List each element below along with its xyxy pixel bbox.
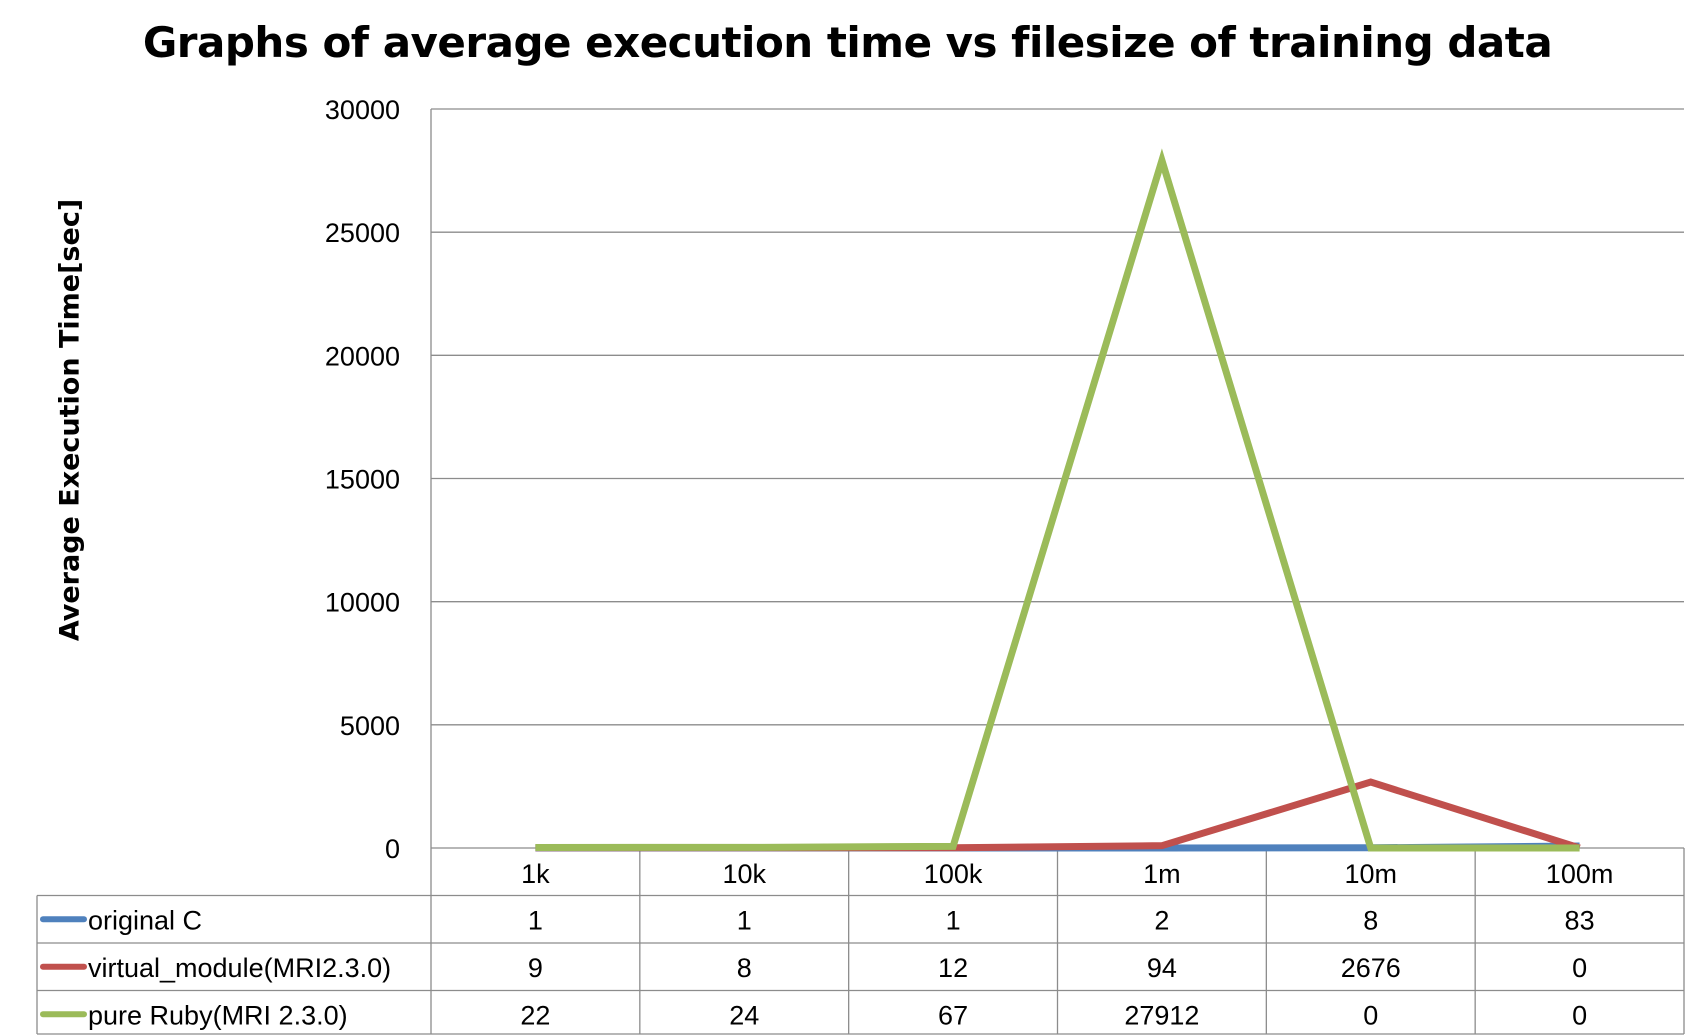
y-tick-label: 15000 xyxy=(325,465,400,495)
data-value-label: 8 xyxy=(1363,905,1378,935)
y-tick-label: 0 xyxy=(385,834,400,864)
data-value-label: 22 xyxy=(520,1000,550,1030)
data-value-label: 1 xyxy=(737,905,752,935)
y-tick-label: 5000 xyxy=(340,711,400,741)
data-value-label: 12 xyxy=(938,953,968,983)
x-category-label: 100k xyxy=(924,859,983,889)
chart-title: Graphs of average execution time vs file… xyxy=(142,18,1553,67)
y-tick-label: 20000 xyxy=(325,341,400,371)
y-tick-labels: 0 5000 10000 15000 20000 25000 30000 xyxy=(325,95,400,864)
x-category-label: 1m xyxy=(1143,859,1181,889)
legend-label: pure Ruby(MRI 2.3.0) xyxy=(88,1000,348,1030)
series-lines xyxy=(535,148,1581,852)
series-line-1 xyxy=(535,778,1581,852)
data-value-label: 8 xyxy=(737,953,752,983)
data-value-label: 2 xyxy=(1154,905,1169,935)
data-value-label: 1 xyxy=(946,905,961,935)
data-value-label: 27912 xyxy=(1124,1000,1199,1030)
data-value-label: 0 xyxy=(1363,1000,1378,1030)
data-value-label: 0 xyxy=(1572,953,1587,983)
data-value-label: 1 xyxy=(528,905,543,935)
data-value-label: 94 xyxy=(1147,953,1177,983)
data-value-label: 2676 xyxy=(1341,953,1401,983)
x-category-label: 100m xyxy=(1546,859,1614,889)
y-tick-label: 25000 xyxy=(325,218,400,248)
y-tick-label: 10000 xyxy=(325,588,400,618)
series-line-2 xyxy=(535,148,1580,852)
data-value-label: 83 xyxy=(1565,905,1595,935)
data-value-label: 0 xyxy=(1572,1000,1587,1030)
data-value-label: 9 xyxy=(528,953,543,983)
x-category-label: 1k xyxy=(521,859,550,889)
x-category-label: 10m xyxy=(1344,859,1397,889)
data-value-label: 67 xyxy=(938,1000,968,1030)
x-category-label: 10k xyxy=(722,859,766,889)
legend-label: original C xyxy=(88,905,202,935)
data-value-label: 24 xyxy=(729,1000,759,1030)
legend-label: virtual_module(MRI2.3.0) xyxy=(88,953,391,983)
y-tick-label: 30000 xyxy=(325,95,400,125)
gridlines xyxy=(430,108,1684,848)
